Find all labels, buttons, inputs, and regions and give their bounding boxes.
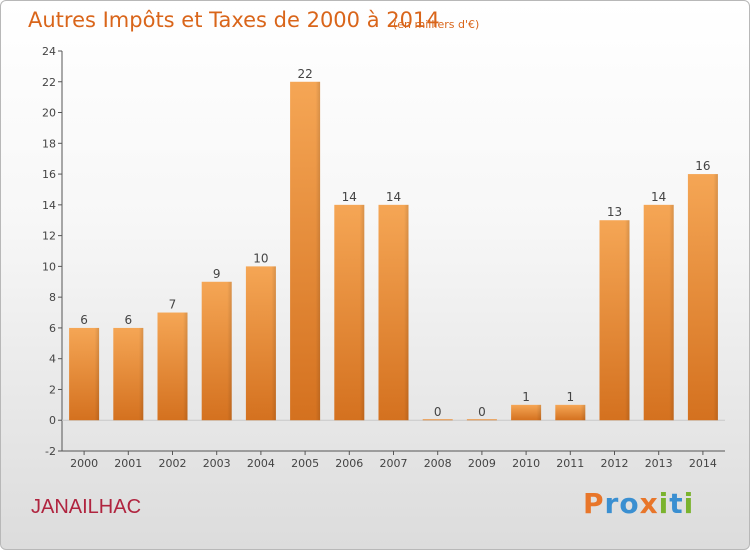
- commune-name: JANAILHAC: [31, 496, 142, 518]
- bar-shade: [378, 204, 409, 421]
- bar-shade: [555, 404, 586, 421]
- brand-letter: t: [669, 487, 684, 520]
- brand-letter: x: [639, 487, 659, 520]
- labels: 6200062001720029200310200422200514200614…: [70, 67, 717, 470]
- bar-shade: [69, 327, 100, 421]
- bar-shade: [643, 204, 674, 421]
- x-tick-label: 2011: [556, 457, 584, 470]
- proxiti-logo: Proxiti: [583, 487, 694, 520]
- bar-value-label: 6: [124, 313, 132, 327]
- bar-value-label: 1: [522, 390, 530, 404]
- brand-letter: o: [619, 487, 640, 520]
- y-tick-label: 16: [42, 168, 56, 181]
- bar-value-label: 16: [695, 159, 710, 173]
- y-tick-label: 2: [49, 383, 56, 396]
- y-tick-label: 20: [42, 107, 56, 120]
- x-tick-label: 2012: [601, 457, 629, 470]
- x-tick-label: 2010: [512, 457, 540, 470]
- bars: [69, 81, 718, 421]
- brand-letter: r: [604, 487, 620, 520]
- y-tick-label: 24: [42, 45, 56, 58]
- bar-value-label: 6: [80, 313, 88, 327]
- x-tick-label: 2009: [468, 457, 496, 470]
- bar-value-label: 10: [253, 251, 268, 265]
- x-tick-label: 2006: [335, 457, 363, 470]
- brand-letter: P: [583, 487, 605, 520]
- bar-shade: [599, 220, 630, 421]
- y-tick-label: 0: [49, 414, 56, 427]
- bar-shade: [245, 266, 276, 421]
- brand-letter: i: [658, 487, 670, 520]
- y-tick-label: 8: [49, 291, 56, 304]
- bar: [422, 419, 453, 421]
- x-tick-label: 2014: [689, 457, 717, 470]
- y-tick-label: 18: [42, 137, 56, 150]
- y-tick-label: -2: [45, 445, 56, 458]
- bar: [466, 419, 497, 421]
- x-tick-label: 2001: [114, 457, 142, 470]
- bar-shade: [113, 327, 144, 421]
- bar-shade: [201, 281, 232, 421]
- bar-shade: [157, 312, 188, 421]
- bar-value-label: 22: [297, 67, 312, 81]
- brand-letter: i: [683, 487, 695, 520]
- unit-note: (en milliers d'€): [393, 18, 480, 31]
- y-tick-label: 22: [42, 76, 56, 89]
- bar-value-label: 1: [566, 390, 574, 404]
- x-tick-label: 2005: [291, 457, 319, 470]
- x-tick-label: 2008: [424, 457, 452, 470]
- x-tick-label: 2000: [70, 457, 98, 470]
- bar-shade: [687, 174, 718, 421]
- bar-shade: [511, 404, 542, 421]
- chart-title: Autres Impôts et Taxes de 2000 à 2014: [28, 8, 440, 32]
- x-tick-label: 2004: [247, 457, 275, 470]
- y-tick-label: 14: [42, 199, 56, 212]
- x-tick-label: 2007: [380, 457, 408, 470]
- bar-value-label: 0: [434, 405, 442, 419]
- y-tick-label: 10: [42, 260, 56, 273]
- y-tick-label: 6: [49, 322, 56, 335]
- y-tick-label: 12: [42, 230, 56, 243]
- x-tick-label: 2003: [203, 457, 231, 470]
- y-tick-label: 4: [49, 353, 56, 366]
- x-tick-label: 2002: [159, 457, 187, 470]
- bar-value-label: 13: [607, 205, 622, 219]
- bar-value-label: 7: [169, 298, 177, 312]
- bar-value-label: 0: [478, 405, 486, 419]
- bar-shade: [334, 204, 365, 421]
- x-tick-label: 2013: [645, 457, 673, 470]
- bar-value-label: 9: [213, 267, 221, 281]
- bar-shade: [290, 81, 321, 421]
- bar-value-label: 14: [651, 190, 666, 204]
- bar-value-label: 14: [386, 190, 401, 204]
- bar-value-label: 14: [342, 190, 357, 204]
